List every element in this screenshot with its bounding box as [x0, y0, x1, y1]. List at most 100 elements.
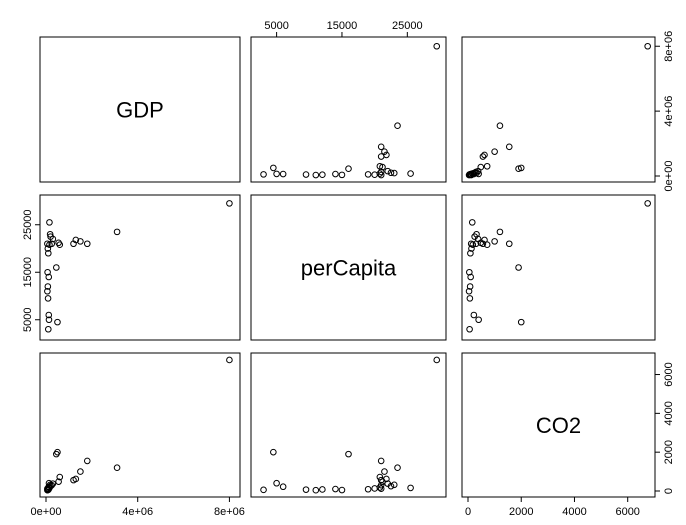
point-percapita-vs-gdp — [45, 316, 53, 324]
point-gdp-vs-percapita — [387, 169, 395, 177]
point-percapita-vs-co2 — [465, 287, 473, 295]
tick-label-gdp: 0e+00 — [663, 161, 675, 192]
tick-label-co2: 4000 — [663, 401, 675, 425]
point-percapita-vs-co2 — [470, 311, 478, 319]
point-percapita-vs-co2 — [505, 240, 513, 248]
point-percapita-vs-gdp — [46, 230, 54, 238]
point-gdp-vs-percapita — [390, 169, 398, 177]
point-percapita-vs-co2 — [467, 240, 475, 248]
point-percapita-vs-gdp — [45, 273, 53, 281]
point-co2-vs-percapita — [312, 486, 320, 494]
point-co2-vs-gdp — [226, 356, 233, 364]
point-co2-vs-percapita — [377, 476, 385, 484]
point-gdp-vs-percapita — [260, 171, 267, 178]
variable-labels: GDP perCapita CO2 — [116, 98, 581, 439]
point-percapita-vs-co2 — [515, 264, 522, 271]
tick-label-percapita: 15000 — [22, 257, 34, 288]
point-percapita-vs-co2 — [483, 241, 491, 248]
point-co2-vs-percapita — [387, 482, 395, 490]
point-gdp-vs-percapita — [377, 153, 385, 160]
point-co2-vs-percapita — [394, 464, 401, 472]
point-gdp-vs-percapita — [273, 170, 280, 178]
point-gdp-vs-percapita — [407, 170, 414, 177]
point-gdp-vs-percapita — [394, 122, 401, 130]
point-gdp-vs-co2 — [475, 170, 482, 178]
point-co2-vs-gdp — [83, 457, 91, 465]
point-co2-vs-percapita — [338, 486, 346, 494]
panel-percapita-vs-percapita — [250, 194, 447, 341]
point-percapita-vs-gdp — [44, 295, 52, 302]
panel-co2-vs-gdp — [39, 352, 241, 498]
panel-percapita-vs-co2 — [461, 194, 656, 341]
point-percapita-vs-gdp — [53, 264, 60, 271]
point-percapita-vs-gdp — [44, 240, 51, 248]
panel-gdp-vs-gdp — [39, 36, 241, 183]
point-percapita-vs-co2 — [473, 230, 480, 238]
point-percapita-vs-co2 — [467, 273, 474, 281]
tick-label-gdp: 4e+06 — [663, 96, 675, 127]
point-gdp-vs-co2 — [477, 163, 485, 171]
point-gdp-vs-percapita — [364, 171, 372, 178]
point-gdp-vs-percapita — [433, 42, 441, 50]
point-percapita-vs-co2 — [466, 268, 473, 276]
point-percapita-vs-gdp — [77, 238, 84, 245]
point-gdp-vs-co2 — [467, 171, 475, 179]
tick-label-gdp: 8e+06 — [663, 31, 675, 62]
point-co2-vs-percapita — [345, 450, 352, 458]
tick-label-gdp: 0e+00 — [31, 506, 62, 518]
point-co2-vs-gdp — [77, 468, 84, 475]
point-co2-vs-percapita — [377, 485, 385, 492]
panel-gdp-vs-percapita — [250, 36, 447, 183]
point-gdp-vs-co2 — [483, 162, 491, 170]
point-gdp-vs-percapita — [345, 165, 352, 173]
point-co2-vs-percapita — [332, 485, 339, 493]
point-co2-vs-percapita — [377, 457, 385, 465]
point-percapita-vs-co2 — [644, 200, 651, 207]
point-percapita-vs-gdp — [44, 245, 52, 252]
axes: 0e+00 4e+06 8e+06 0 2000 4000 6000 5000 15000 250… — [22, 20, 675, 518]
point-gdp-vs-percapita — [279, 170, 287, 178]
point-co2-vs-percapita — [381, 468, 388, 475]
point-percapita-vs-gdp — [55, 239, 62, 247]
point-percapita-vs-gdp — [113, 228, 121, 236]
point-co2-vs-gdp — [44, 485, 51, 492]
point-percapita-vs-co2 — [466, 295, 474, 302]
tick-label-gdp: 8e+06 — [214, 506, 245, 518]
tick-label-co2: 4000 — [562, 506, 586, 518]
point-percapita-vs-gdp — [44, 268, 51, 276]
point-percapita-vs-co2 — [496, 228, 504, 236]
point-percapita-vs-gdp — [44, 325, 52, 333]
point-co2-vs-percapita — [302, 486, 310, 493]
point-percapita-vs-co2 — [491, 238, 498, 245]
point-co2-vs-percapita — [260, 486, 267, 494]
point-gdp-vs-percapita — [302, 171, 310, 178]
point-percapita-vs-gdp — [54, 318, 61, 326]
point-co2-vs-percapita — [270, 448, 277, 456]
point-percapita-vs-gdp — [44, 283, 52, 290]
panel-gdp-vs-co2 — [461, 36, 656, 183]
point-percapita-vs-co2 — [468, 219, 476, 226]
point-co2-vs-gdp — [55, 478, 62, 485]
point-co2-vs-gdp — [54, 448, 61, 456]
point-percapita-vs-gdp — [44, 287, 51, 295]
point-percapita-vs-co2 — [472, 240, 480, 248]
point-percapita-vs-co2 — [475, 316, 482, 324]
tick-label-gdp: 4e+06 — [122, 506, 153, 518]
point-co2-vs-gdp — [56, 473, 64, 481]
point-gdp-vs-co2 — [644, 42, 651, 50]
tick-label-co2: 6000 — [663, 362, 675, 386]
point-gdp-vs-percapita — [332, 170, 339, 178]
point-co2-vs-percapita — [433, 356, 441, 364]
tick-label-co2: 0 — [465, 506, 471, 518]
point-percapita-vs-gdp — [83, 240, 91, 248]
point-co2-vs-percapita — [273, 479, 280, 487]
point-gdp-vs-percapita — [371, 171, 378, 179]
point-gdp-vs-co2 — [505, 143, 513, 151]
point-co2-vs-percapita — [407, 484, 414, 492]
data-points — [44, 42, 651, 494]
variable-label-co2: CO2 — [536, 413, 581, 438]
point-percapita-vs-co2 — [466, 325, 473, 333]
point-gdp-vs-co2 — [481, 151, 488, 159]
tick-label-co2: 0 — [663, 488, 675, 494]
